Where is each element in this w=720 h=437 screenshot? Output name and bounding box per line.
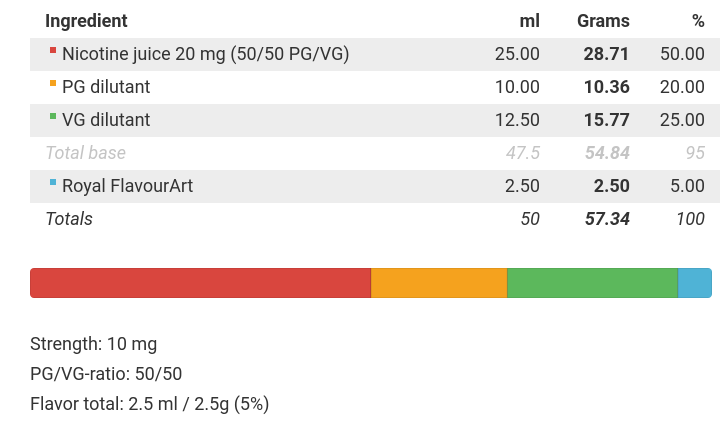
table-cell: 12.50 [450, 104, 540, 137]
cell-value: 2.50 [504, 176, 540, 197]
table-cell: 10.36 [540, 71, 630, 104]
column-header: ml [519, 11, 540, 32]
table-row: Nicotine juice 20 mg (50/50 PG/VG) 25.00 2… [30, 38, 720, 71]
proportion-bar [30, 268, 712, 298]
table-cell: 54.84 [540, 137, 630, 170]
color-swatch [50, 47, 56, 54]
column-header: Grams [576, 11, 630, 32]
table-cell: 10.00 [450, 71, 540, 104]
table-row: VG dilutant 12.50 15.77 25.00 [30, 104, 720, 137]
ingredient-name: VG dilutant [62, 110, 151, 131]
table-cell: 5.00 [630, 170, 720, 203]
summary-line: Strength: 10 mg [30, 334, 158, 355]
cell-value: 12.50 [494, 110, 540, 131]
color-swatch [50, 113, 56, 120]
recipe-table: Ingredient ml Grams% Nicotine juice 20 mg (… [30, 5, 720, 236]
cell-value: 100 [675, 209, 705, 230]
table-cell: PG dilutant [30, 71, 450, 104]
cell-value: 25.00 [494, 44, 540, 65]
table-cell: 20.00 [630, 71, 720, 104]
table-cell: 50 [450, 203, 540, 236]
color-swatch [50, 80, 56, 87]
table-cell: 15.77 [540, 104, 630, 137]
summary-line: Flavor total: 2.5 ml / 2.5g (5%) [30, 394, 270, 415]
cell-value: 20.00 [659, 77, 705, 98]
bar-segment [677, 268, 712, 298]
column-header: % [691, 11, 705, 32]
color-swatch [50, 179, 56, 186]
table-cell: Royal FlavourArt [30, 170, 450, 203]
table-cell: 47.5 [450, 137, 540, 170]
table-cell: 28.71 [540, 38, 630, 71]
table-cell: 2.50 [540, 170, 630, 203]
cell-value: 47.5 [505, 143, 540, 164]
table-cell: VG dilutant [30, 104, 450, 137]
table-cell: 57.34 [540, 203, 630, 236]
ingredient-name: Nicotine juice 20 mg (50/50 PG/VG) [62, 44, 350, 65]
cell-value: 2.50 [593, 176, 630, 197]
header-row: Ingredient ml Grams% [30, 5, 720, 38]
bar-segment [370, 268, 508, 298]
cell-value: 15.77 [583, 110, 630, 131]
table-row: PG dilutant 10.00 10.36 20.00 [30, 71, 720, 104]
summary: Strength: 10 mg PG/VG-ratio: 50/50 Flavor … [30, 330, 270, 420]
ingredient-name: Total base [45, 143, 126, 164]
table-cell: Nicotine juice 20 mg (50/50 PG/VG) [30, 38, 450, 71]
table-cell: 50.00 [630, 38, 720, 71]
cell-value: 10.00 [494, 77, 540, 98]
table-cell: 2.50 [450, 170, 540, 203]
ingredient-name: PG dilutant [62, 77, 151, 98]
table-cell: 25.00 [450, 38, 540, 71]
table-cell: 95 [630, 137, 720, 170]
bar-segment [30, 268, 372, 298]
cell-value: 5.00 [669, 176, 705, 197]
bar-segment [506, 268, 679, 298]
ingredient-name: Royal FlavourArt [62, 176, 194, 197]
cell-value: 57.34 [584, 209, 630, 230]
cell-value: 54.84 [584, 143, 630, 164]
cell-value: 25.00 [659, 110, 705, 131]
summary-line: PG/VG-ratio: 50/50 [30, 364, 183, 385]
table-row: Royal FlavourArt 2.50 2.50 5.00 [30, 170, 720, 203]
table-row: Total base 47.5 54.84 95 [30, 137, 720, 170]
table-cell: Total base [30, 137, 450, 170]
table-cell: 25.00 [630, 104, 720, 137]
cell-value: 50 [520, 209, 540, 230]
cell-value: 95 [685, 143, 705, 164]
ingredient-name: Totals [45, 209, 93, 230]
table-cell: 100 [630, 203, 720, 236]
column-header: Ingredient [45, 11, 128, 32]
table-cell: Totals [30, 203, 450, 236]
cell-value: 10.36 [583, 77, 630, 98]
table-row: Totals 50 57.34 100 [30, 203, 720, 236]
cell-value: 28.71 [583, 44, 630, 65]
cell-value: 50.00 [659, 44, 705, 65]
